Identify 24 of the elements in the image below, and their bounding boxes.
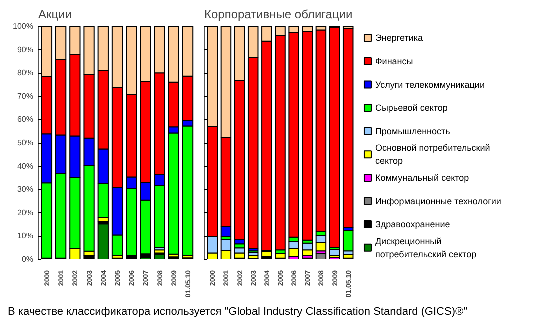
text: В качестве классификатора используется "Global Industry Classification Standard (GICS)®" — [8, 305, 468, 320]
legend-label: Сырьевой сектор — [375, 103, 448, 114]
legend-label: Здравоохранение — [375, 220, 450, 230]
chart-title: Корпоративные облигации — [204, 8, 353, 22]
legend-label: Информационные технологии — [375, 196, 502, 206]
y-tick-label: 0% — [22, 255, 34, 264]
legend-label: Дискреционный потребительский сектор — [375, 236, 477, 260]
chart-title: Акции — [38, 8, 72, 22]
legend-label: Коммунальный сектор — [375, 172, 470, 183]
legend-label: Финансы — [375, 56, 414, 66]
legend-label: Промышленность — [375, 126, 451, 136]
legend-label: Услуги телекоммуникации — [375, 80, 485, 90]
y-tick-label: 50% — [17, 138, 34, 148]
y-tick-label: 80% — [17, 68, 34, 78]
y-tick-label: 70% — [17, 92, 34, 101]
legend-label: Энергетика — [375, 33, 423, 44]
y-tick-label: 20% — [17, 208, 34, 218]
y-tick-label: 100% — [13, 22, 34, 31]
y-tick-label: 10% — [17, 232, 34, 241]
y-tick-label: 90% — [17, 45, 34, 54]
y-tick-label: 40% — [17, 162, 34, 171]
legend-label: Основной потребительский сектор — [375, 143, 490, 166]
y-tick-label: 30% — [17, 185, 34, 194]
y-tick-label: 60% — [17, 115, 34, 124]
